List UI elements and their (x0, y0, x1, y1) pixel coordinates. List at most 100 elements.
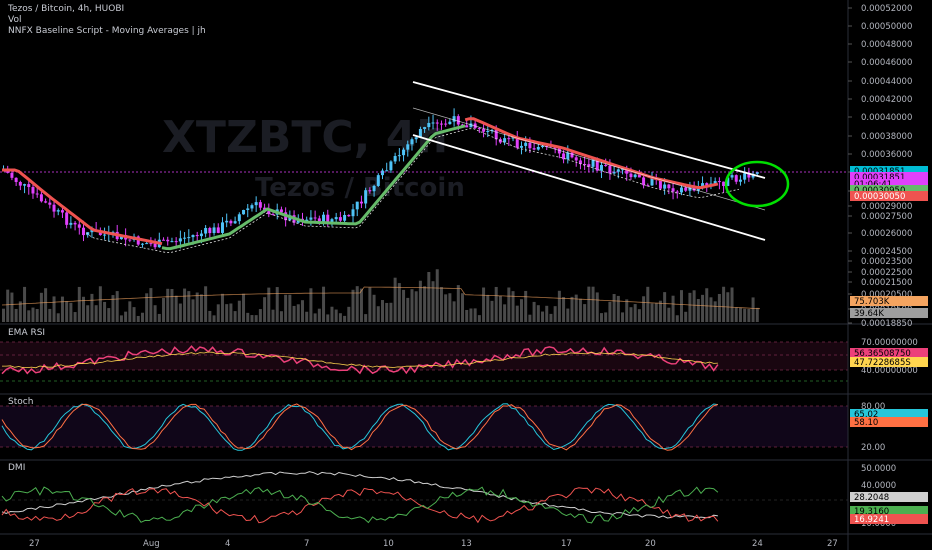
price-axis-label: 0.00048000 (861, 40, 912, 50)
volume-bar (86, 305, 90, 322)
candle-body (612, 171, 616, 174)
candle-body (250, 205, 254, 209)
stoch-band (0, 406, 848, 447)
candle-body (351, 209, 355, 217)
candle-body (599, 165, 603, 171)
candle-body (587, 164, 591, 167)
volume-bar (216, 304, 220, 322)
volume-bar (629, 307, 633, 322)
volume-bar (52, 296, 56, 322)
volume-bar (524, 290, 528, 322)
volume-bar (574, 294, 578, 322)
candle-body (145, 243, 149, 245)
candle-body (267, 211, 271, 215)
candle-body (490, 129, 494, 131)
candle-body (532, 148, 536, 150)
candle-body (671, 188, 675, 192)
volume-bar (271, 309, 275, 322)
candle-body (722, 181, 726, 186)
volume-bar (103, 301, 107, 322)
volume-bar (637, 309, 641, 322)
price-axis-label: 0.00024500 (861, 247, 912, 257)
candle-body (431, 122, 435, 124)
volume-bar (162, 297, 166, 322)
candle-body (730, 175, 734, 178)
candle-body (242, 209, 246, 215)
volume-bar (684, 311, 688, 322)
candle-body (187, 237, 191, 239)
candle-body (166, 239, 170, 242)
volume-bar (364, 314, 368, 322)
candle-body (385, 170, 389, 172)
volume-bar (305, 311, 309, 322)
candle-body (410, 139, 414, 145)
volume-bar (541, 311, 545, 322)
volume-bar (498, 295, 502, 322)
candle-body (18, 181, 22, 186)
volume-bar (570, 296, 574, 322)
candle-body (140, 243, 144, 245)
candle-body (279, 209, 283, 213)
candle-body (52, 204, 56, 212)
volume-bar (755, 307, 759, 322)
volume-bar (2, 308, 5, 322)
volume-bar (528, 314, 532, 322)
volume-bar (246, 312, 250, 322)
price-axis-label: 0.00044000 (861, 77, 912, 87)
volume-bar (385, 302, 389, 322)
candle-body (237, 214, 241, 222)
time-axis-label: 24 (752, 539, 763, 549)
price-axis-label: 0.00023500 (861, 257, 912, 267)
volume-bar (423, 286, 427, 322)
price-axis-label: 0.00026000 (861, 229, 912, 239)
stoch-pane-title: Stoch (8, 397, 34, 407)
candle-body (372, 185, 376, 192)
volume-bar (490, 300, 494, 322)
volume-bar (435, 269, 439, 322)
price-axis-label: 0.00021500 (861, 278, 912, 288)
volume-bar (608, 301, 612, 322)
volume-bar (595, 292, 599, 322)
volume-bar (56, 313, 60, 322)
candle-body (633, 174, 637, 178)
volume-badge (850, 296, 928, 306)
volume-bar (44, 288, 48, 322)
price-badge-label: 0.00030050 (854, 192, 905, 202)
time-axis-label: 27 (29, 539, 40, 549)
candle-body (444, 123, 448, 125)
volume-bar (258, 309, 262, 322)
indicator-axis-label: 40.0000 (861, 481, 896, 491)
volume-bar (183, 288, 187, 322)
candle-body (541, 146, 545, 148)
volume-bar (646, 286, 650, 322)
candle-body (246, 208, 250, 210)
candle-body (368, 190, 372, 192)
price-axis-label: 0.00042000 (861, 95, 912, 105)
candle-body (254, 202, 258, 206)
volume-badge (850, 308, 928, 318)
rsi-badge (850, 357, 928, 367)
volume-bar (701, 294, 705, 322)
candle-body (77, 224, 81, 228)
candle-body (309, 217, 313, 220)
dmi-minus-line (1, 487, 719, 524)
candle-body (705, 183, 709, 186)
candle-body (604, 165, 608, 167)
volume-bar (381, 300, 384, 322)
candle-body (435, 122, 439, 124)
candle-body (726, 177, 730, 186)
indicator-axis-label: 80.00 (861, 402, 885, 412)
candle-body (69, 222, 73, 225)
dmi-plus-line (1, 486, 719, 524)
candle-body (128, 239, 132, 241)
volume-bar (494, 286, 498, 322)
volume-badge-label: 39.64K (854, 309, 884, 319)
candle-body (10, 172, 14, 178)
price-axis-label: 0.00020500 (861, 290, 912, 300)
candle-body (220, 222, 224, 233)
volume-bar (418, 280, 422, 322)
candle-body (23, 184, 27, 186)
volume-bar (254, 315, 258, 322)
volume-bar (696, 299, 700, 322)
